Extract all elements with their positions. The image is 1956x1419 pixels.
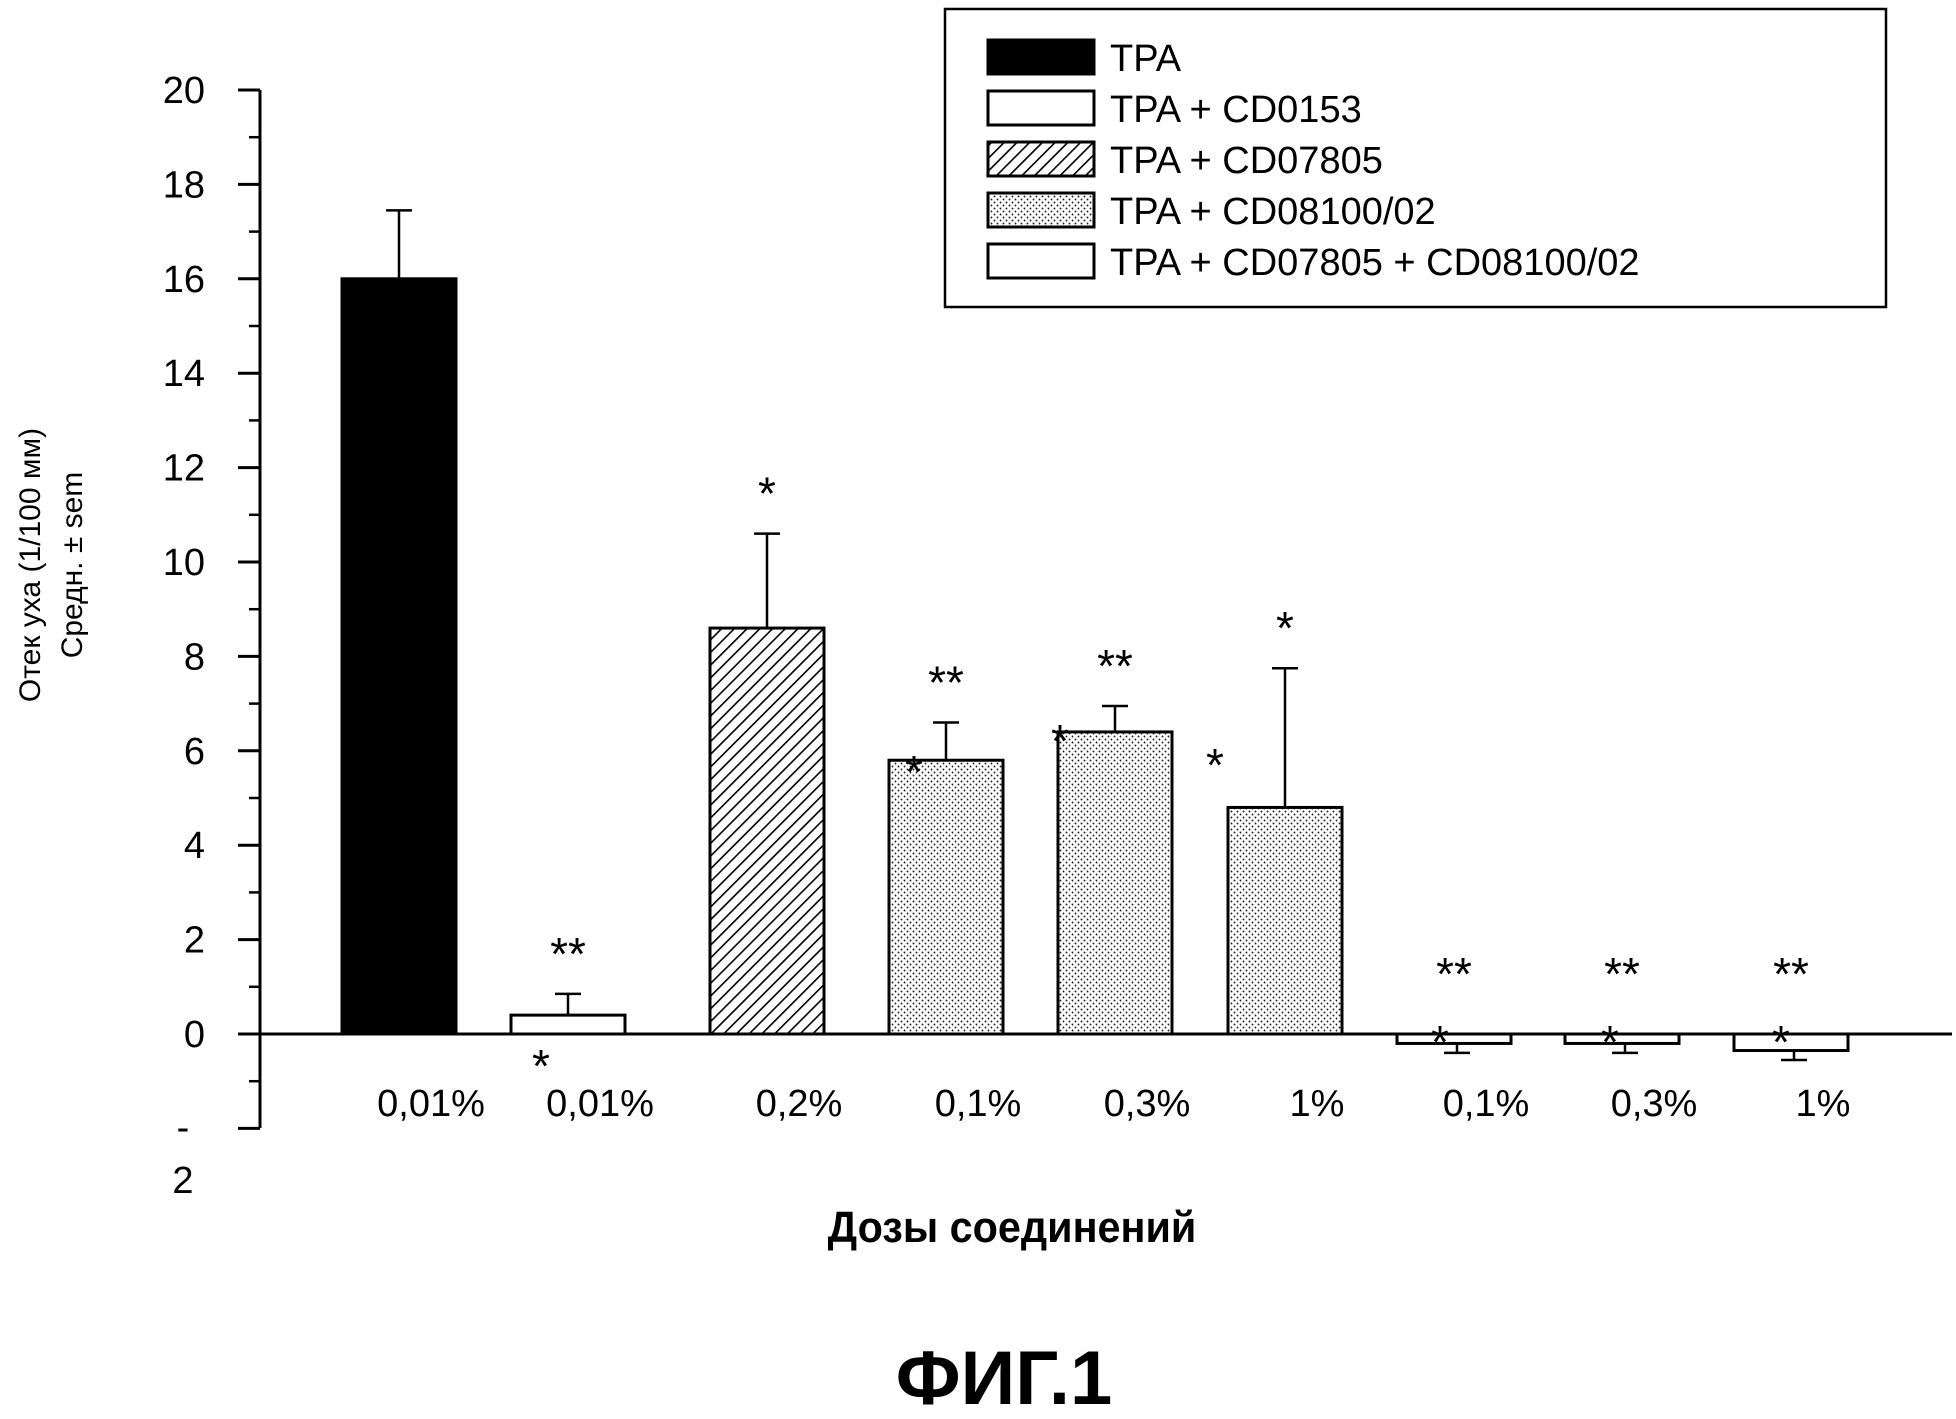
category-label-3: 0,1% — [935, 1083, 1022, 1125]
legend-item-3: TPA + CD08100/02 — [988, 191, 1436, 233]
legend-swatch-1 — [988, 91, 1094, 125]
bars: ********************* — [342, 210, 1848, 1092]
bar-3 — [889, 760, 1003, 1034]
x-axis-title: Дозы соединений — [828, 1203, 1197, 1252]
legend-label-0: TPA — [1110, 38, 1182, 80]
significance-marker-7: ** — [1604, 948, 1640, 1000]
category-label-7: 0,3% — [1611, 1083, 1698, 1125]
significance-marker-secondary-3: * — [905, 746, 923, 798]
bar-group-8: *** — [1734, 948, 1848, 1068]
bar-group-3: *** — [889, 656, 1003, 1034]
category-label-6: 0,1% — [1443, 1083, 1530, 1125]
y-tick-label-minus2: - 2 — [172, 1107, 193, 1202]
legend-item-0: TPA — [988, 38, 1182, 80]
bar-5 — [1228, 807, 1342, 1034]
legend-label-3: TPA + CD08100/02 — [1110, 191, 1436, 233]
y-tick-label-7: 6 — [184, 731, 205, 773]
y-axis-title: Отек уха (1/100 мм) Средн. ± sem — [14, 428, 89, 702]
bar-group-7: *** — [1565, 948, 1679, 1068]
bar-8 — [1734, 1034, 1848, 1051]
category-labels: 0,01% 0,01% 0,2% 0,1% 0,3% 1% 0,1% 0,3% 1% — [377, 1083, 1850, 1125]
significance-marker-4: ** — [1097, 640, 1133, 692]
significance-marker-5: * — [1276, 602, 1294, 654]
bar-group-5: ** — [1206, 602, 1342, 1034]
legend-item-1: TPA + CD0153 — [988, 89, 1362, 131]
bar-6 — [1397, 1034, 1511, 1043]
bar-group-6: *** — [1397, 948, 1511, 1068]
bar-7 — [1565, 1034, 1679, 1043]
category-label-4: 0,3% — [1104, 1083, 1191, 1125]
y-tick-label-8: 4 — [184, 825, 205, 867]
figure-caption: ФИГ.1 — [896, 1336, 1112, 1419]
significance-marker-secondary-4: * — [1051, 715, 1069, 767]
significance-marker-secondary-7: * — [1601, 1016, 1619, 1068]
legend-swatch-4 — [988, 244, 1094, 278]
legend-label-4: TPA + CD07805 + CD08100/02 — [1110, 242, 1640, 284]
category-label-2: 0,2% — [756, 1083, 843, 1125]
bar-group-2: * — [710, 468, 824, 1034]
category-label-0: 0,01% — [377, 1083, 485, 1125]
significance-marker-6: ** — [1436, 948, 1472, 1000]
y-ticks: 20181614121086420 — [163, 70, 260, 1128]
y-tick-label-9: 2 — [184, 920, 205, 962]
y-tick-label-1: 18 — [163, 164, 205, 206]
significance-marker-3: ** — [928, 656, 964, 708]
y-tick-label-10: 0 — [184, 1014, 205, 1056]
y-tick-label-3: 14 — [163, 353, 205, 395]
significance-marker-secondary-8: * — [1772, 1016, 1790, 1068]
y-tick-label-minus2-sign: - — [177, 1107, 190, 1149]
legend-swatch-2 — [988, 142, 1094, 176]
bar-0 — [342, 279, 456, 1034]
bar-4 — [1058, 732, 1172, 1034]
y-axis-title-line1: Отек уха (1/100 мм) — [14, 428, 47, 702]
significance-marker-8: ** — [1773, 948, 1809, 1000]
bar-group-0 — [342, 210, 456, 1034]
y-tick-label-minus2-value: 2 — [172, 1160, 193, 1202]
legend-swatch-3 — [988, 193, 1094, 227]
y-tick-label-6: 8 — [184, 636, 205, 678]
significance-marker-2: * — [758, 468, 776, 520]
y-tick-label-2: 16 — [163, 259, 205, 301]
y-tick-label-4: 12 — [163, 448, 205, 490]
y-tick-label-5: 10 — [163, 542, 205, 584]
legend-label-1: TPA + CD0153 — [1110, 89, 1362, 131]
category-label-5: 1% — [1290, 1083, 1345, 1125]
significance-marker-secondary-6: * — [1431, 1016, 1449, 1068]
legend-swatch-0 — [988, 40, 1094, 74]
legend-item-2: TPA + CD07805 — [988, 140, 1383, 182]
legend-item-4: TPA + CD07805 + CD08100/02 — [988, 242, 1640, 284]
figure: Отек уха (1/100 мм) Средн. ± sem 2018161… — [0, 0, 1956, 1419]
y-axis-title-line2: Средн. ± sem — [56, 472, 89, 659]
significance-marker-1: ** — [550, 928, 586, 980]
bar-group-4: *** — [1051, 640, 1172, 1034]
bar-2 — [710, 628, 824, 1034]
significance-marker-secondary-5: * — [1206, 739, 1224, 791]
y-tick-label-0: 20 — [163, 70, 205, 112]
bar-group-1: *** — [511, 928, 625, 1092]
category-label-1: 0,01% — [546, 1083, 654, 1125]
legend: TPA TPA + CD0153 TPA + CD07805 TPA + CD0810… — [945, 9, 1886, 307]
category-label-8: 1% — [1796, 1083, 1851, 1125]
bar-1 — [511, 1015, 625, 1034]
legend-label-2: TPA + CD07805 — [1110, 140, 1383, 182]
